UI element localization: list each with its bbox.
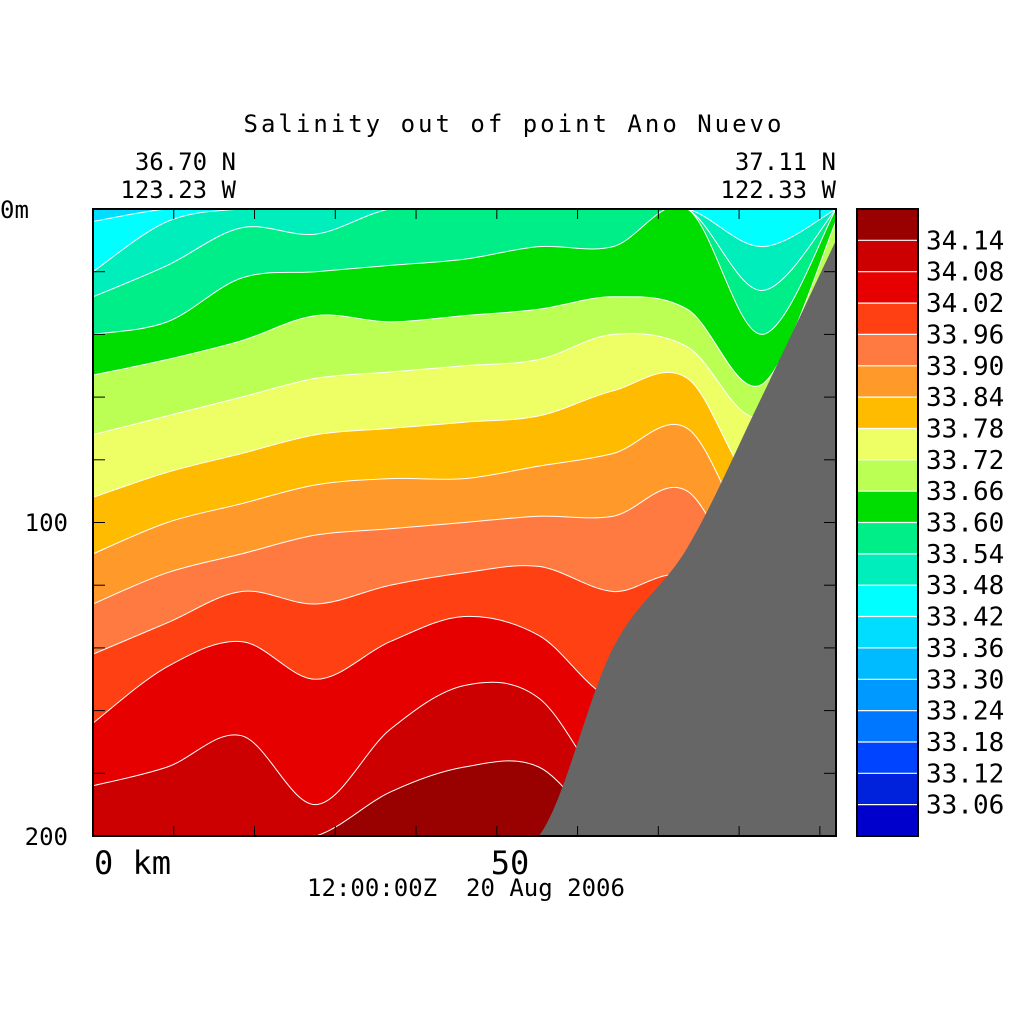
colorbar-label-33.66: 33.66 — [926, 477, 1004, 507]
start-longitude: 123.23 W — [120, 176, 236, 204]
salinity-band-13 — [93, 760, 836, 836]
colorbar-label-33.54: 33.54 — [926, 540, 1004, 570]
end-longitude: 122.33 W — [720, 176, 836, 204]
colorbar-label-33.18: 33.18 — [926, 728, 1004, 758]
colorbar-label-33.90: 33.90 — [926, 352, 1004, 382]
y-tick-100: 100 — [25, 509, 68, 537]
colorbar-swatch — [857, 491, 918, 524]
salinity-band-12 — [93, 682, 836, 836]
axis-ticks — [93, 209, 836, 836]
colorbar-label-33.24: 33.24 — [926, 697, 1004, 727]
colorbar-swatch — [857, 522, 918, 555]
contour-line-12 — [93, 681, 836, 836]
colorbar-swatch — [857, 647, 918, 680]
colorbar-label-33.06: 33.06 — [926, 791, 1004, 821]
colorbar-label-33.42: 33.42 — [926, 603, 1004, 633]
colorbar-swatch — [857, 303, 918, 336]
colorbar-label-33.60: 33.60 — [926, 509, 1004, 539]
colorbar-swatch — [857, 365, 918, 398]
colorbar-frame — [856, 208, 919, 837]
colorbar-swatch — [857, 773, 918, 806]
colorbar-swatch — [857, 397, 918, 430]
seafloor-bathymetry — [93, 240, 836, 836]
y-tick-200: 200 — [25, 823, 68, 851]
colorbar-label-34.14: 34.14 — [926, 226, 1004, 256]
plot-area — [93, 209, 836, 836]
chart-title: Salinity out of point Ano Nuevo — [244, 110, 785, 138]
colorbar-swatch — [857, 240, 918, 273]
colorbar-label-33.78: 33.78 — [926, 415, 1004, 445]
timestamp: 12:00:00Z 20 Aug 2006 — [307, 874, 625, 902]
colorbar-label-34.08: 34.08 — [926, 258, 1004, 288]
colorbar-swatch — [857, 428, 918, 461]
colorbar-label-33.72: 33.72 — [926, 446, 1004, 476]
x-tick-0: 0 km — [94, 844, 171, 882]
colorbar-label-33.30: 33.30 — [926, 665, 1004, 695]
contour-line-6 — [93, 277, 836, 436]
colorbar-label-33.96: 33.96 — [926, 320, 1004, 350]
colorbar-swatch — [857, 710, 918, 743]
colorbar-swatch — [857, 334, 918, 367]
colorbar-label-33.48: 33.48 — [926, 571, 1004, 601]
colorbar-swatch — [857, 459, 918, 492]
contour-line-13 — [93, 760, 836, 836]
colorbar-swatch — [857, 742, 918, 774]
colorbar-swatch — [857, 585, 918, 618]
colorbar: 34.1434.0834.0233.9633.9033.8433.7833.72… — [856, 208, 1004, 837]
colorbar-swatch — [857, 209, 918, 241]
contour-line-5 — [93, 221, 836, 387]
colorbar-swatch — [857, 616, 918, 649]
colorbar-swatch — [857, 804, 918, 837]
colorbar-swatch — [857, 271, 918, 304]
start-latitude: 36.70 N — [135, 148, 236, 176]
colorbar-label-33.36: 33.36 — [926, 634, 1004, 664]
end-latitude: 37.11 N — [735, 148, 836, 176]
colorbar-label-34.02: 34.02 — [926, 289, 1004, 319]
colorbar-label-33.12: 33.12 — [926, 759, 1004, 789]
colorbar-label-33.84: 33.84 — [926, 383, 1004, 413]
x-tick-50: 50 — [491, 844, 530, 882]
colorbar-swatch — [857, 679, 918, 712]
contour-line-2 — [93, 209, 836, 273]
contour-line-4 — [93, 209, 836, 335]
plot-frame — [92, 208, 837, 837]
y-tick-0: 0m — [0, 196, 29, 224]
colorbar-swatch — [857, 553, 918, 586]
contour-line-3 — [93, 209, 836, 298]
